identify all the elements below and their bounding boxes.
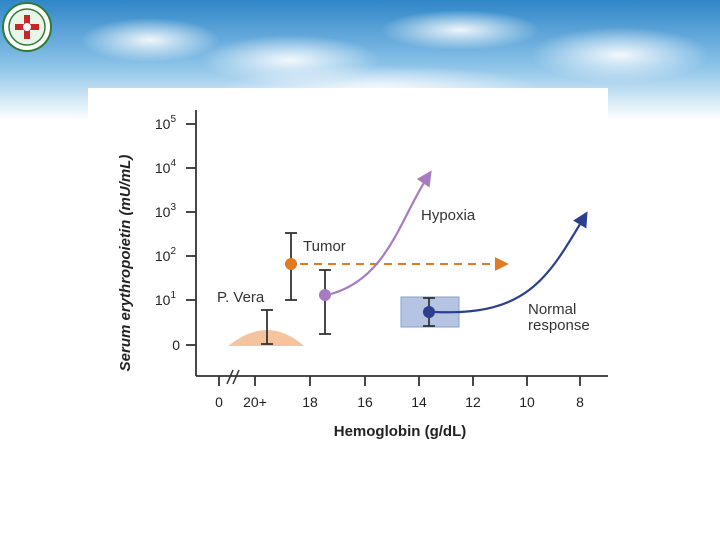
chart-panel: 0 101 102 103 104 105 Serum erythropoiet… — [88, 88, 608, 458]
pvera-label: P. Vera — [217, 289, 265, 306]
normal-label-line1: Normal — [528, 301, 576, 318]
pvera-error-bar — [261, 309, 273, 345]
pvera-distribution — [228, 330, 304, 346]
hypoxia-label: Hypoxia — [421, 207, 476, 224]
normal-label-line2: response — [528, 317, 590, 334]
x-tick-label: 18 — [302, 394, 318, 410]
y-axis-title: Serum erythropoietin (mU/mL) — [117, 155, 134, 372]
chart: 0 101 102 103 104 105 Serum erythropoiet… — [117, 110, 608, 440]
y-tick-label: 103 — [155, 202, 177, 220]
x-axis-title: Hemoglobin (g/dL) — [334, 423, 466, 440]
y-tick-label: 105 — [155, 114, 177, 132]
tumor-point — [285, 258, 297, 270]
x-tick-label: 20+ — [243, 394, 267, 410]
normal-point — [423, 306, 435, 318]
x-tick-label: 8 — [576, 394, 584, 410]
hypoxia-point — [319, 289, 331, 301]
y-tick-label: 102 — [155, 246, 177, 264]
x-tick-label: 12 — [465, 394, 481, 410]
tumor-label: Tumor — [303, 238, 346, 255]
hypoxia-error-bar — [319, 269, 331, 335]
y-tick-label: 104 — [155, 158, 177, 176]
x-axis-break — [226, 369, 240, 385]
normal-response-arrow — [434, 211, 588, 314]
x-tick-label: 16 — [357, 394, 373, 410]
emblem-icon — [2, 2, 52, 52]
y-tick-label: 0 — [172, 337, 180, 353]
x-tick-label: 10 — [519, 394, 535, 410]
hypoxia-arrow — [330, 170, 432, 296]
x-tick-label: 14 — [411, 394, 427, 410]
y-ticks — [186, 123, 196, 346]
x-tick-label: 0 — [215, 394, 223, 410]
x-ticks — [218, 376, 581, 386]
y-tick-label: 101 — [155, 290, 177, 308]
